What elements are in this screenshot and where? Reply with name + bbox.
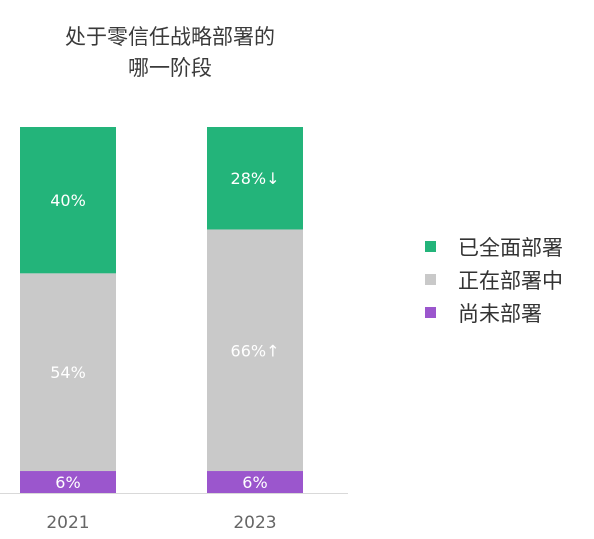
legend-item-partial: 正在部署中 [425, 263, 563, 296]
data-label-2023-none: 6% [242, 473, 267, 492]
bar-2023-partial [207, 229, 303, 472]
x-tick-label-2023: 2023 [233, 513, 276, 533]
legend-swatch-full [425, 241, 436, 252]
bar-2023-none [207, 471, 303, 493]
x-tick-label-2021: 2021 [46, 513, 89, 533]
chart-title-line-1: 处于零信任战略部署的 [65, 25, 275, 49]
chart-title: 处于零信任战略部署的 哪一阶段 [0, 22, 340, 84]
data-label-2021-none: 6% [55, 473, 80, 492]
legend-label-partial: 正在部署中 [458, 268, 563, 293]
bar-2021-none [20, 471, 116, 493]
legend-item-none: 尚未部署 [425, 296, 563, 329]
legend-label-none: 尚未部署 [458, 301, 542, 326]
legend-swatch-partial [425, 274, 436, 285]
data-label-2023-partial: 66%↑ [231, 341, 280, 360]
chart-title-line-2: 哪一阶段 [128, 56, 212, 80]
legend-label-full: 已全面部署 [458, 235, 563, 260]
data-label-2021-full: 40% [50, 191, 86, 210]
bar-2021-partial [20, 273, 116, 472]
legend: 已全面部署 正在部署中 尚未部署 [425, 230, 563, 329]
data-label-2021-partial: 54% [50, 363, 86, 382]
legend-swatch-none [425, 307, 436, 318]
bar-2023-full [207, 127, 303, 230]
data-label-2023-full: 28%↓ [231, 169, 280, 188]
legend-item-full: 已全面部署 [425, 230, 563, 263]
bar-2021-full [20, 127, 116, 274]
